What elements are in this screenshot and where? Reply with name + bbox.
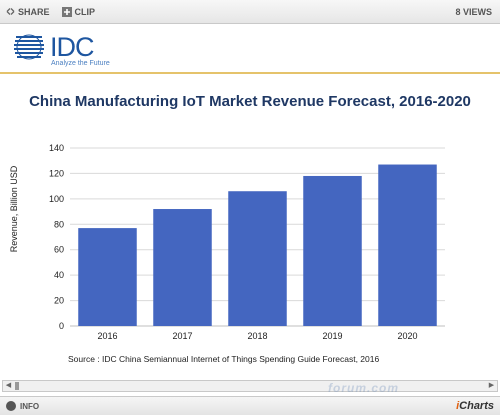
watermark: forum.com (328, 381, 400, 395)
views-count: 8 VIEWS (455, 6, 492, 17)
share-icon (6, 7, 15, 16)
clip-button[interactable]: CLIP (56, 0, 102, 24)
x-tick-label: 2018 (247, 331, 267, 341)
bar (228, 191, 287, 326)
x-tick-label: 2020 (397, 331, 417, 341)
logo-tagline: Analyze the Future (51, 60, 110, 67)
scroll-right-icon[interactable]: ▶ (488, 382, 495, 389)
horizontal-scrollbar[interactable]: ◀ ▶ (2, 380, 498, 392)
plus-icon (61, 6, 72, 17)
y-tick-label: 0 (59, 321, 64, 331)
chart-title: China Manufacturing IoT Market Revenue F… (29, 93, 471, 110)
info-button[interactable]: INFO (0, 401, 39, 411)
bar (78, 228, 137, 326)
share-label: SHARE (18, 6, 50, 17)
bar (378, 164, 437, 326)
logo-band: IDC Analyze the Future (0, 24, 500, 74)
globe-icon (14, 34, 44, 60)
icharts-logo[interactable]: iCharts (456, 400, 494, 412)
scroll-thumb[interactable] (15, 382, 19, 390)
y-tick-label: 60 (54, 245, 64, 255)
x-tick-label: 2016 (97, 331, 117, 341)
bar-chart: 0 20 40 60 80 100 120 140 2016 2017 2018 2019 2020 Re… (9, 143, 445, 341)
info-label: INFO (20, 401, 40, 411)
y-tick-label: 40 (54, 270, 64, 280)
clip-label: CLIP (74, 6, 96, 17)
y-tick-label: 100 (49, 194, 64, 204)
x-tick-label: 2017 (172, 331, 192, 341)
chart-source: Source : IDC China Semiannual Internet o… (68, 354, 380, 364)
bar (303, 175, 362, 326)
info-icon (6, 401, 16, 411)
bar (153, 209, 212, 326)
logo-wordmark: IDC (50, 32, 94, 62)
y-tick-label: 20 (54, 296, 64, 306)
top-toolbar: SHARE CLIP 8 VIEWS (0, 0, 500, 24)
idc-logo: IDC Analyze the Future (14, 32, 134, 70)
y-axis-label: Revenue, Billion USD (9, 165, 19, 252)
scroll-left-icon[interactable]: ◀ (5, 382, 12, 389)
share-button[interactable]: SHARE (0, 0, 56, 24)
y-tick-label: 140 (49, 143, 64, 153)
y-tick-label: 120 (49, 168, 64, 178)
bottom-toolbar: INFO iCharts (0, 396, 500, 415)
x-tick-label: 2019 (322, 331, 342, 341)
y-tick-label: 80 (54, 219, 64, 229)
